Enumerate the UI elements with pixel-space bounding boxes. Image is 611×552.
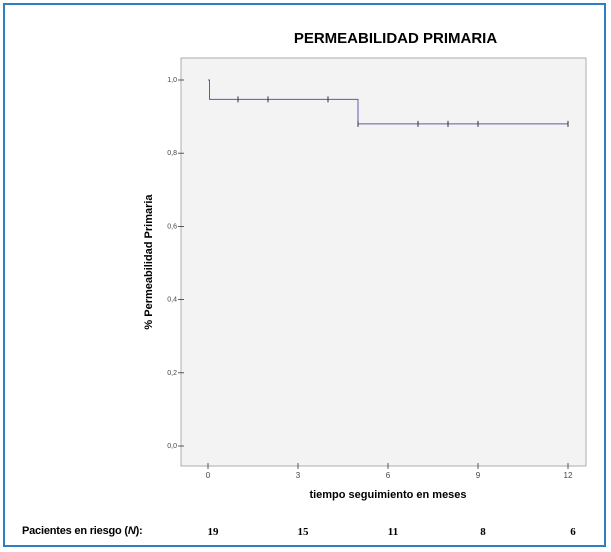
risk-table-label: Pacientes en riesgo (N): bbox=[22, 525, 143, 537]
y-tick-label: 1,0 bbox=[167, 77, 177, 84]
x-axis-label: tiempo seguimiento en meses bbox=[309, 489, 466, 501]
x-tick-label: 6 bbox=[386, 471, 391, 480]
risk-value: 8 bbox=[480, 526, 486, 538]
x-tick-label: 0 bbox=[206, 471, 211, 480]
chart-title: PERMEABILIDAD PRIMARIA bbox=[293, 30, 498, 47]
risk-value: 15 bbox=[298, 526, 310, 538]
survival-step-line bbox=[208, 79, 568, 125]
x-axis: 0 3 6 9 12 bbox=[206, 463, 573, 480]
risk-value: 11 bbox=[388, 526, 398, 538]
y-tick-label: 0,6 bbox=[167, 223, 177, 230]
y-tick-label: 0,4 bbox=[167, 297, 177, 304]
risk-value: 19 bbox=[208, 526, 220, 538]
risk-label-prefix: Pacientes en riesgo ( bbox=[22, 525, 128, 537]
x-tick-label: 9 bbox=[476, 471, 481, 480]
y-tick-label: 0,2 bbox=[167, 370, 177, 377]
y-tick-label: 0,0 bbox=[167, 443, 177, 450]
y-tick-label: 0,8 bbox=[167, 150, 177, 157]
y-axis-label: % Permeabilidad Primaria bbox=[143, 194, 155, 330]
plot-area bbox=[180, 57, 587, 467]
risk-label-n: N bbox=[127, 525, 136, 537]
y-axis: 0,0 0,2 0,4 0,6 0,8 1,0 bbox=[167, 77, 184, 450]
risk-values: 19 15 11 8 6 bbox=[208, 526, 577, 538]
series-layer bbox=[208, 79, 569, 127]
x-tick-label: 3 bbox=[296, 471, 301, 480]
risk-value: 6 bbox=[570, 526, 576, 538]
risk-label-suffix: ): bbox=[135, 525, 143, 537]
x-tick-label: 12 bbox=[564, 471, 573, 480]
